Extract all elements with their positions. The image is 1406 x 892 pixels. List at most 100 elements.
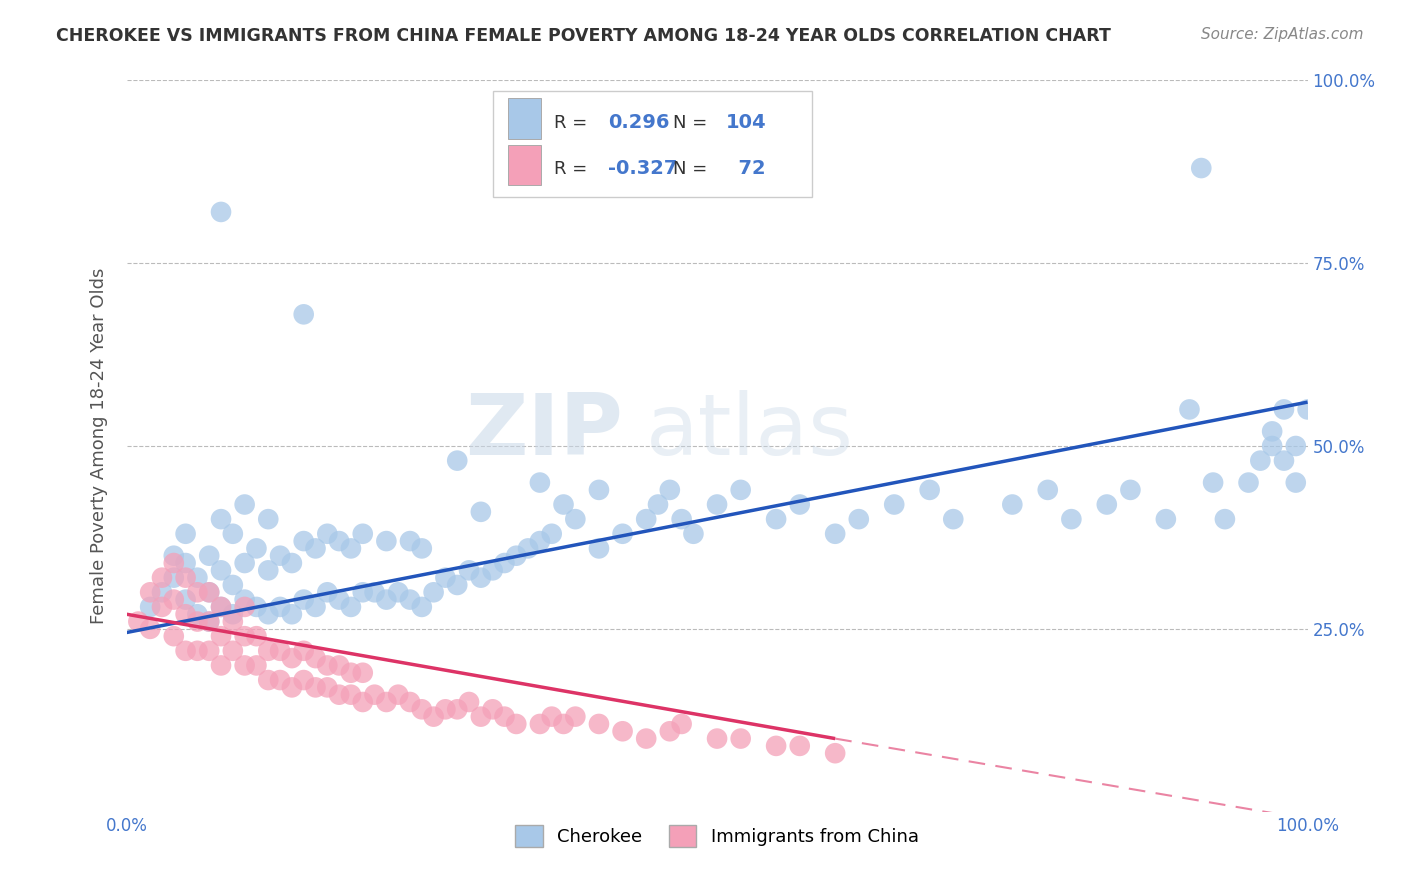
Point (682, 526, 704, 541)
Point (139, 599, 162, 614)
Point (163, 629, 186, 643)
Point (328, 592, 350, 607)
Point (269, 549, 291, 563)
Point (1261, 439, 1284, 453)
Point (340, 665, 363, 680)
Point (505, 549, 527, 563)
Point (1178, 402, 1201, 417)
Point (245, 541, 267, 556)
Point (553, 498, 575, 512)
Point (1036, 483, 1059, 497)
Point (233, 599, 256, 614)
Point (446, 578, 468, 592)
Point (340, 688, 363, 702)
Point (375, 534, 398, 549)
Point (1272, 402, 1295, 417)
Point (352, 695, 374, 709)
Point (540, 709, 562, 723)
Point (163, 556, 186, 570)
Point (281, 556, 304, 570)
Point (222, 578, 245, 592)
Text: CHEROKEE VS IMMIGRANTS FROM CHINA FEMALE POVERTY AMONG 18-24 YEAR OLDS CORRELATI: CHEROKEE VS IMMIGRANTS FROM CHINA FEMALE… (56, 27, 1111, 45)
Point (494, 556, 516, 570)
Point (257, 512, 280, 526)
Point (458, 695, 481, 709)
Point (174, 607, 197, 622)
Point (387, 688, 409, 702)
Point (1060, 512, 1083, 526)
Point (292, 673, 315, 687)
Point (233, 556, 256, 570)
FancyBboxPatch shape (492, 91, 811, 197)
Point (257, 563, 280, 577)
Point (340, 599, 363, 614)
Point (257, 673, 280, 687)
Point (470, 571, 492, 585)
Point (422, 709, 444, 723)
Point (446, 702, 468, 716)
Point (209, 563, 232, 577)
Point (658, 483, 681, 497)
Point (481, 563, 503, 577)
Point (352, 585, 374, 599)
Point (127, 615, 149, 629)
Point (671, 717, 693, 731)
Point (470, 505, 492, 519)
Point (730, 731, 752, 746)
Point (198, 615, 221, 629)
Point (163, 592, 186, 607)
Point (1119, 483, 1142, 497)
Text: N =: N = (673, 160, 707, 178)
Point (304, 651, 326, 665)
Point (540, 526, 562, 541)
Point (1154, 512, 1177, 526)
Point (139, 585, 162, 599)
Point (588, 541, 610, 556)
Point (340, 541, 363, 556)
Point (434, 702, 457, 716)
Point (163, 549, 186, 563)
Point (564, 512, 586, 526)
Point (257, 607, 280, 622)
Point (564, 709, 586, 723)
Point (245, 599, 267, 614)
Point (174, 644, 197, 658)
Point (209, 599, 232, 614)
Point (209, 205, 232, 219)
Point (612, 526, 634, 541)
Point (434, 571, 457, 585)
Point (399, 695, 422, 709)
Point (209, 658, 232, 673)
Point (387, 585, 409, 599)
Point (918, 483, 941, 497)
Point (470, 709, 492, 723)
Text: ZIP: ZIP (465, 390, 623, 473)
Point (222, 644, 245, 658)
Point (198, 585, 221, 599)
Point (292, 534, 315, 549)
Point (269, 673, 291, 687)
Text: 0.296: 0.296 (609, 113, 669, 132)
Point (292, 592, 315, 607)
Point (186, 644, 208, 658)
Point (399, 534, 422, 549)
Point (789, 498, 811, 512)
Point (1237, 475, 1260, 490)
Point (636, 731, 658, 746)
Point (612, 724, 634, 739)
Point (1202, 475, 1225, 490)
Point (209, 629, 232, 643)
Point (824, 526, 846, 541)
Point (363, 585, 385, 599)
Point (174, 571, 197, 585)
Point (257, 644, 280, 658)
Point (269, 644, 291, 658)
Point (1213, 512, 1236, 526)
Legend: Cherokee, Immigrants from China: Cherokee, Immigrants from China (508, 817, 927, 854)
Point (1249, 453, 1271, 467)
Point (139, 622, 162, 636)
Point (328, 534, 350, 549)
Point (636, 512, 658, 526)
Point (411, 702, 433, 716)
Text: 104: 104 (725, 113, 766, 132)
